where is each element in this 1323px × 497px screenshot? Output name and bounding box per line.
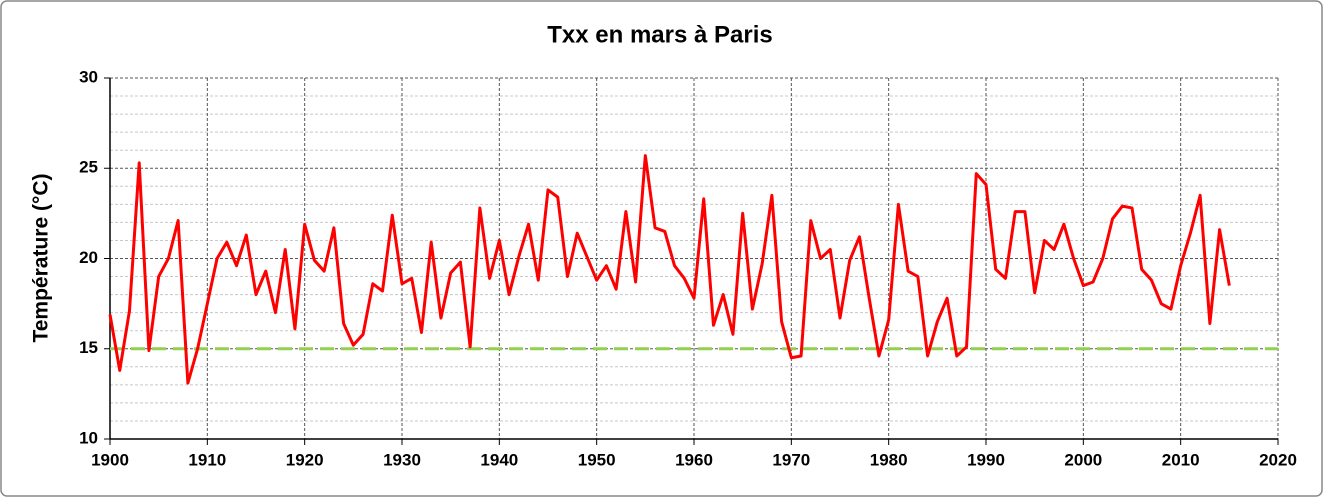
- x-tick-label: 2000: [1064, 450, 1102, 469]
- y-tick-label: 20: [79, 248, 98, 267]
- x-tick-label: 1960: [675, 450, 713, 469]
- x-tick-label: 1930: [383, 450, 421, 469]
- y-tick-label: 15: [79, 338, 98, 357]
- y-tick-label: 25: [79, 158, 98, 177]
- x-tick-label: 1950: [578, 450, 616, 469]
- x-tick-label: 1990: [967, 450, 1005, 469]
- x-tick-label: 1970: [772, 450, 810, 469]
- y-axis-label: Température (°C): [30, 173, 53, 342]
- y-tick-label: 30: [79, 67, 98, 86]
- chart-title: Txx en mars à Paris: [547, 21, 772, 48]
- x-tick-label: 2010: [1162, 450, 1200, 469]
- data-line: [108, 154, 1231, 385]
- x-tick-label: 1900: [91, 450, 129, 469]
- y-tick-label: 10: [79, 428, 98, 447]
- x-tick-label: 1980: [870, 450, 908, 469]
- x-tick-label: 1920: [286, 450, 324, 469]
- x-tick-label: 2020: [1259, 450, 1297, 469]
- x-tick-label: 1940: [480, 450, 518, 469]
- x-tick-label: 1910: [188, 450, 226, 469]
